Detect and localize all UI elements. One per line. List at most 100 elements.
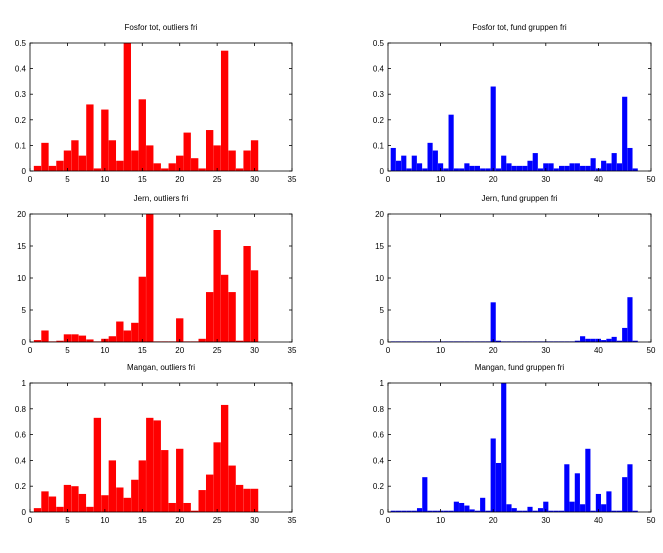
- bar: [580, 336, 586, 342]
- bar: [464, 163, 470, 171]
- bar: [220, 50, 229, 171]
- x-tick-label: 5: [65, 516, 70, 525]
- bar: [71, 486, 79, 512]
- bar: [448, 114, 454, 171]
- bar: [63, 150, 72, 171]
- bar: [220, 404, 229, 512]
- x-tick-label: 0: [386, 516, 391, 525]
- x-tick-label: 0: [28, 516, 33, 525]
- x-tick-label: 50: [647, 175, 656, 184]
- bar: [506, 163, 512, 171]
- bar: [622, 477, 628, 512]
- bar: [627, 147, 633, 171]
- bar: [595, 493, 601, 512]
- bar: [191, 158, 199, 171]
- bar: [611, 153, 617, 171]
- bar: [33, 508, 42, 512]
- subplot-title: Jern, outliers fri: [134, 194, 189, 203]
- bar: [611, 510, 617, 512]
- bar: [205, 130, 214, 171]
- bar: [501, 383, 507, 512]
- bar: [123, 497, 131, 512]
- bar: [632, 510, 638, 512]
- bar: [532, 510, 538, 512]
- bar: [78, 335, 87, 342]
- bar: [243, 246, 251, 342]
- y-tick-label: 0.4: [15, 65, 27, 74]
- y-tick-label: 0.3: [373, 90, 385, 99]
- bar: [459, 502, 465, 512]
- y-tick-label: 0.5: [15, 39, 27, 48]
- bar: [569, 501, 575, 512]
- x-tick-label: 5: [65, 346, 70, 355]
- subplot-title: Fosfor tot, outliers fri: [125, 23, 198, 32]
- x-tick-label: 20: [175, 346, 184, 355]
- bar: [63, 334, 72, 342]
- bar: [116, 160, 124, 171]
- bar: [191, 510, 199, 512]
- x-tick-label: 20: [175, 175, 184, 184]
- bar: [574, 473, 580, 512]
- bar: [183, 502, 191, 512]
- bar: [585, 165, 591, 171]
- bar: [622, 327, 628, 342]
- bar: [480, 168, 486, 171]
- bar: [198, 490, 206, 512]
- x-tick-label: 50: [647, 516, 656, 525]
- x-tick-label: 30: [541, 175, 550, 184]
- x-tick-label: 35: [288, 346, 297, 355]
- y-tick-label: 0.2: [15, 482, 27, 491]
- bar: [548, 163, 554, 171]
- bar: [574, 163, 580, 171]
- bar: [48, 165, 57, 171]
- y-tick-label: 10: [375, 274, 384, 283]
- y-tick-label: 0.1: [15, 141, 27, 150]
- x-tick-label: 15: [138, 516, 147, 525]
- bar: [406, 168, 412, 171]
- y-tick-label: 0.8: [15, 405, 27, 414]
- bar: [480, 497, 486, 512]
- bar: [495, 168, 502, 171]
- bar: [176, 318, 184, 342]
- x-tick-label: 30: [541, 346, 550, 355]
- x-tick-label: 25: [213, 516, 222, 525]
- bar: [33, 165, 42, 171]
- y-tick-label: 0: [380, 167, 385, 176]
- x-tick-label: 0: [386, 175, 391, 184]
- bar: [616, 510, 623, 512]
- x-tick-label: 10: [436, 346, 445, 355]
- bar: [116, 487, 124, 512]
- y-tick-label: 5: [380, 306, 385, 315]
- bar: [443, 510, 449, 512]
- bar: [622, 96, 628, 171]
- bar: [611, 336, 617, 342]
- bar: [86, 339, 94, 342]
- bar: [78, 155, 87, 171]
- bar: [161, 450, 169, 512]
- bar: [490, 302, 496, 342]
- x-tick-label: 20: [489, 516, 498, 525]
- x-tick-label: 5: [65, 175, 70, 184]
- x-tick-label: 30: [250, 516, 259, 525]
- bar: [138, 276, 146, 342]
- bar: [474, 510, 480, 512]
- bar: [559, 165, 565, 171]
- bar: [56, 160, 64, 171]
- bar: [606, 491, 612, 512]
- x-tick-label: 40: [594, 175, 603, 184]
- bar: [459, 168, 465, 171]
- bar: [585, 448, 591, 512]
- y-tick-label: 0.2: [373, 116, 385, 125]
- y-tick-label: 0: [380, 508, 385, 517]
- bar: [86, 506, 94, 512]
- y-tick-label: 0: [22, 338, 27, 347]
- axes-frame: [387, 42, 652, 172]
- bar: [632, 168, 638, 171]
- x-tick-label: 15: [138, 175, 147, 184]
- bar: [574, 340, 580, 342]
- y-tick-label: 0.4: [373, 65, 385, 74]
- bar: [511, 508, 517, 512]
- y-tick-label: 0.2: [373, 482, 385, 491]
- bar: [443, 168, 449, 171]
- bar: [438, 163, 444, 171]
